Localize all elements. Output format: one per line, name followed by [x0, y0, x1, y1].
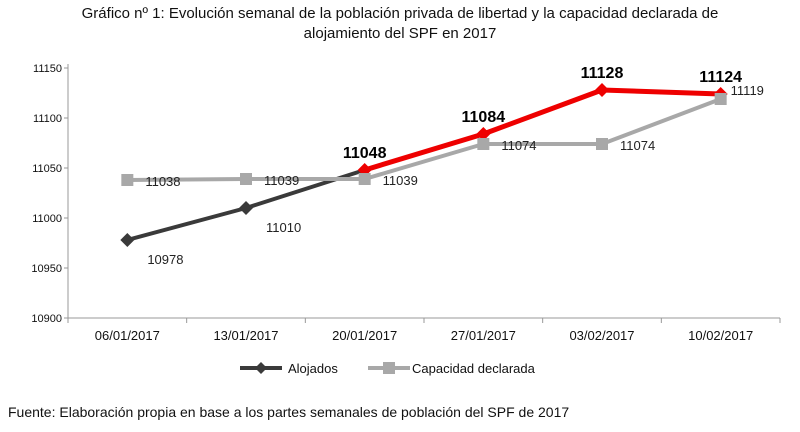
series-line-alojados-highlight: [362, 87, 724, 173]
x-tick-label: 03/02/2017: [569, 328, 634, 343]
data-point-capacidad: [714, 93, 727, 105]
data-label-alojados: 11128: [581, 65, 624, 82]
chart-title: Gráfico nº 1: Evolución semanal de la po…: [0, 4, 800, 44]
line-chart: 10900 10950 11000 11050 11100 11150 06/01/2017…: [31, 63, 781, 376]
data-label-capacidad: 11119: [731, 83, 764, 98]
data-point-capacidad: [596, 138, 608, 150]
x-tick-label: 13/01/2017: [213, 328, 278, 343]
data-point-alojados: [239, 201, 253, 215]
data-label-capacidad: 11074: [501, 138, 536, 153]
x-tick-label: 06/01/2017: [95, 328, 160, 343]
data-label-alojados: 11084: [462, 109, 506, 126]
data-label-alojados: 11124: [699, 69, 742, 86]
data-point-capacidad: [358, 173, 371, 185]
legend-label-alojados: Alojados: [288, 361, 338, 376]
data-label-alojados: 10978: [147, 252, 183, 267]
legend-marker-capacidad: [383, 362, 395, 374]
data-point-alojados: [476, 127, 491, 141]
x-tick-label: 20/01/2017: [332, 328, 397, 343]
data-point-alojados: [595, 83, 609, 97]
y-tick-label: 11100: [33, 113, 62, 125]
y-tick-label: 11000: [32, 213, 62, 225]
data-point-capacidad: [240, 173, 252, 185]
data-label-capacidad: 11038: [145, 174, 180, 189]
data-label-capacidad: 11074: [620, 138, 655, 153]
source-note: Fuente: Elaboración propia en base a los…: [8, 404, 570, 420]
y-tick-label: 10900: [31, 313, 62, 325]
chart-title-line2: alojamiento del SPF en 2017: [303, 25, 497, 42]
y-tick-label: 10950: [31, 263, 62, 275]
y-tick-label: 11050: [32, 163, 62, 175]
chart-title-line1: Gráfico nº 1: Evolución semanal de la po…: [81, 5, 719, 22]
data-point-capacidad: [121, 174, 134, 186]
legend-label-capacidad: Capacidad declarada: [412, 361, 536, 376]
data-label-alojados: 11048: [343, 145, 387, 162]
x-tick-label: 10/02/2017: [688, 328, 753, 343]
data-point-alojados: [120, 233, 135, 247]
data-label-capacidad: 11039: [383, 173, 418, 188]
y-tick-label: 11150: [33, 63, 62, 75]
data-point-capacidad: [477, 138, 490, 150]
data-label-capacidad: 11039: [264, 173, 299, 188]
x-tick-label: 27/01/2017: [451, 328, 516, 343]
series-line-capacidad: [125, 97, 723, 182]
legend-marker-alojados: [255, 362, 267, 374]
data-label-alojados: 11010: [266, 220, 301, 235]
